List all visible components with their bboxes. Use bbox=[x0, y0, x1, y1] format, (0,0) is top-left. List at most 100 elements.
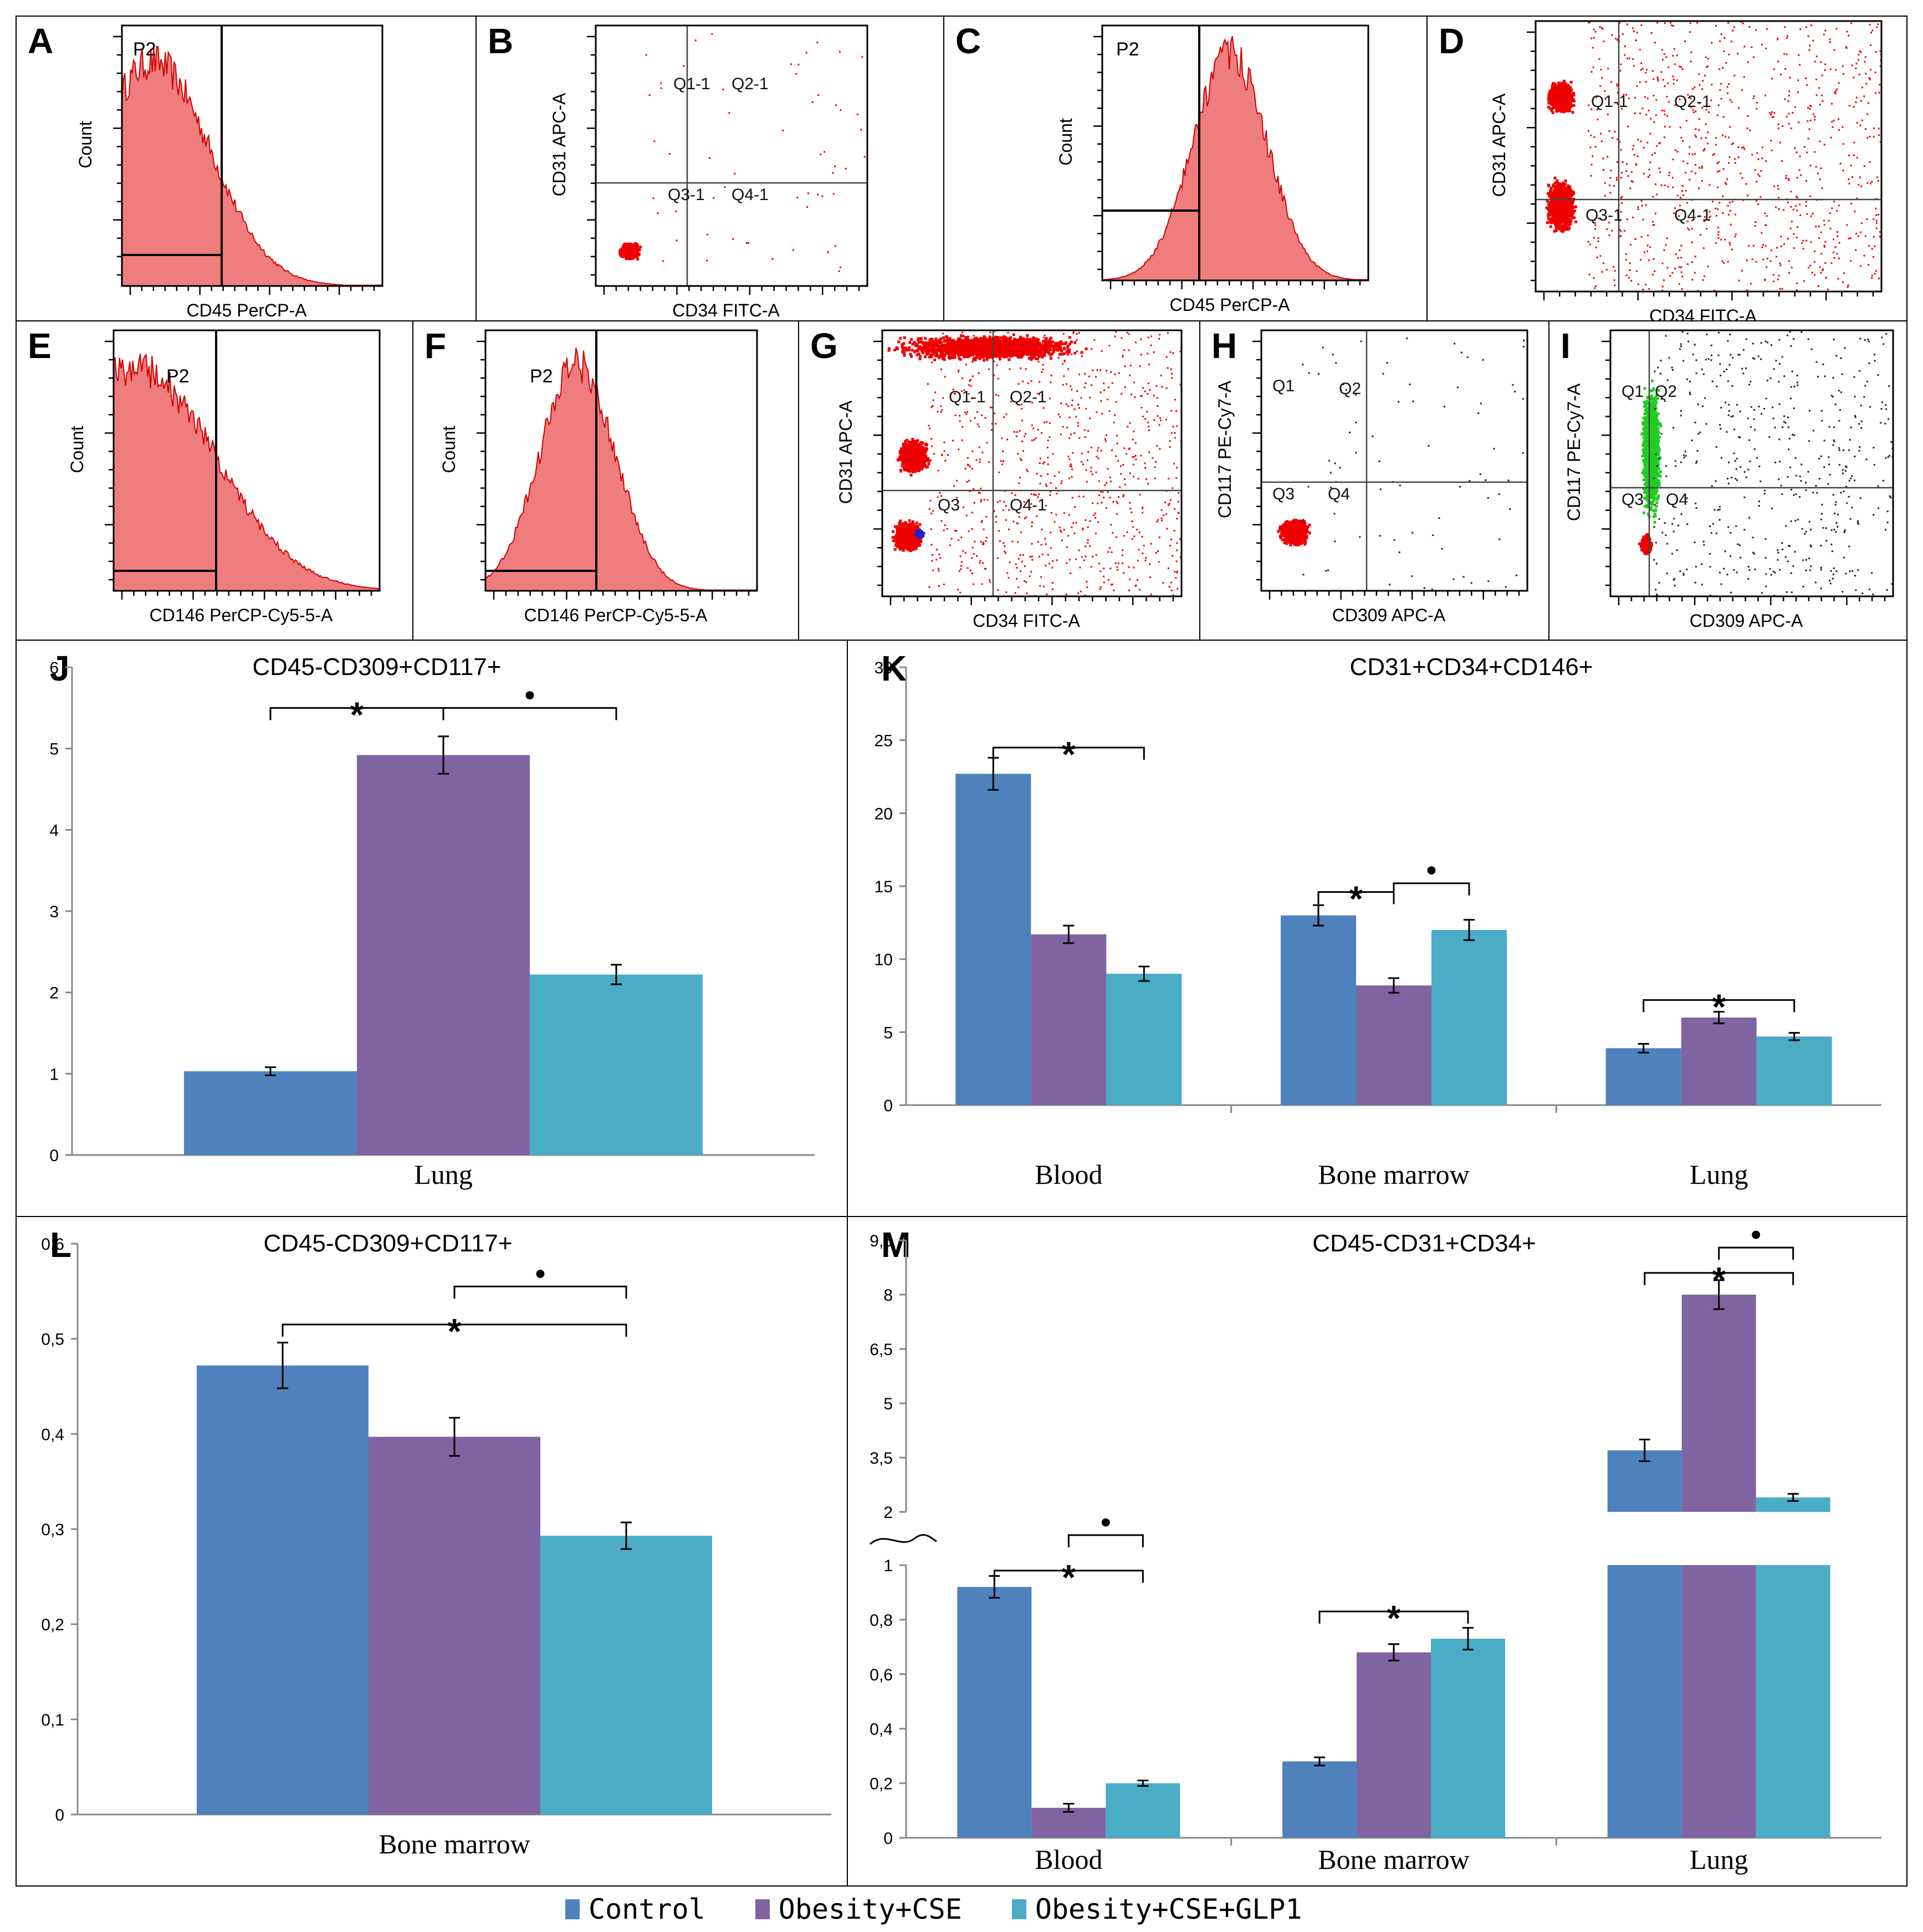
bar-control-lung bbox=[1605, 1048, 1681, 1105]
panel-letter-e: E bbox=[28, 326, 52, 366]
gate-label: P2 bbox=[166, 366, 190, 387]
x-axis-label: CD45 PerCP-A bbox=[187, 300, 308, 320]
histogram-fill bbox=[1102, 35, 1368, 280]
y-tick-label: 0,2 bbox=[41, 1616, 64, 1634]
legend-label-control: Control bbox=[589, 1893, 705, 1925]
quadrant-label: Q3 bbox=[1272, 485, 1295, 503]
category-label: Blood bbox=[1035, 1844, 1102, 1875]
quadrant-label: Q2-1 bbox=[1674, 93, 1711, 111]
legend-label-obesity-cse-glp1: Obesity+CSE+GLP1 bbox=[1035, 1893, 1302, 1925]
quadrant-label: Q3 bbox=[938, 496, 960, 514]
histogram-fill bbox=[122, 45, 382, 286]
legend-item-obesity-cse: Obesity+CSE bbox=[755, 1893, 962, 1925]
quadrant-label: Q4 bbox=[1666, 490, 1688, 509]
gate-label: P2 bbox=[530, 366, 553, 387]
bar-obesity-cse-blood bbox=[1031, 934, 1107, 1105]
flow-plot-e: P2 CD146 PerCP-Cy5-5-A Count bbox=[67, 329, 381, 625]
significance-marker: * bbox=[350, 694, 364, 734]
flow-plot-d: Q1-1 Q2-1 Q3-1 Q4-1 CD34 FITC-A CD31 APC-A bbox=[1489, 20, 1883, 326]
panel-G-svg: Q1-1 Q2-1 Q3 Q4-1 CD34 FITC-A CD31 APC-A G bbox=[810, 326, 1183, 631]
legend-label-obesity-cse: Obesity+CSE bbox=[778, 1893, 962, 1925]
y-tick-label: 15 bbox=[874, 878, 893, 896]
flow-plot-f: P2 CD146 PerCP-Cy5-5-A Count bbox=[439, 329, 758, 625]
bar-obesity-cse-bone-marrow bbox=[1357, 1652, 1431, 1838]
panel-F: P2 CD146 PerCP-Cy5-5-A Count F bbox=[412, 320, 799, 641]
y-tick-label: 0 bbox=[883, 1829, 893, 1848]
y-tick-label: 1 bbox=[49, 1065, 59, 1083]
bar-control-bone-marrow bbox=[1281, 915, 1356, 1105]
x-axis-label: CD309 APC-A bbox=[1690, 611, 1803, 631]
category-label: Bone marrow bbox=[379, 1828, 530, 1859]
y-tick-label: 9,5 bbox=[870, 1232, 893, 1250]
y-tick-label: 0,6 bbox=[41, 1235, 64, 1254]
x-axis-label: CD146 PerCP-Cy5-5-A bbox=[150, 605, 333, 625]
bar-obesity-cse-blood bbox=[1031, 1807, 1106, 1838]
bar-control-blood bbox=[957, 1587, 1032, 1838]
panel-K: K CD31+CD34+CD146+ 0 5 10 15 20 25 30 Blood Bone m… bbox=[847, 640, 1907, 1217]
y-tick-label: 2 bbox=[49, 984, 59, 1003]
panel-letter-l: L bbox=[50, 1225, 71, 1265]
significance-marker: * bbox=[1349, 879, 1363, 919]
x-axis-label: CD45 PerCP-A bbox=[1170, 295, 1291, 315]
panel-C-svg: P2 CD45 PerCP-A Count C bbox=[955, 21, 1369, 315]
quadrant-label: Q3-1 bbox=[1586, 206, 1623, 224]
legend-item-obesity-cse-glp1: Obesity+CSE+GLP1 bbox=[1011, 1893, 1302, 1925]
bar-obesity-cse-glp1-bone-marrow bbox=[540, 1536, 712, 1815]
significance-bracket bbox=[282, 1323, 627, 1337]
panel-letter-b: B bbox=[488, 21, 513, 61]
significance-bracket bbox=[1317, 891, 1395, 904]
significance-bracket bbox=[1393, 882, 1470, 896]
y-axis-label: CD31 APC-A bbox=[549, 93, 569, 196]
x-axis-label: CD34 FITC-A bbox=[672, 300, 780, 320]
panel-letter-g: G bbox=[810, 326, 838, 366]
panel-E-svg: P2 CD146 PerCP-Cy5-5-A Count E bbox=[28, 326, 381, 625]
y-axis-label: CD31 APC-A bbox=[1489, 93, 1509, 197]
panel-D-svg: Q1-1 Q2-1 Q3-1 Q4-1 CD34 FITC-A CD31 APC-A D bbox=[1439, 20, 1883, 326]
significance-marker: • bbox=[1751, 1219, 1761, 1251]
bar-control-blood bbox=[955, 774, 1031, 1105]
quadrant-label: Q1 bbox=[1272, 377, 1295, 395]
y-tick-label: 30 bbox=[874, 659, 893, 677]
panel-I: Q1 Q2 Q3 Q4 CD309 APC-A CD117 PE-Cy7-A I bbox=[1548, 320, 1907, 641]
panel-letter-c: C bbox=[955, 21, 981, 61]
panel-D: Q1-1 Q2-1 Q3-1 Q4-1 CD34 FITC-A CD31 APC-A D bbox=[1426, 16, 1907, 326]
significance-marker: * bbox=[1062, 734, 1076, 774]
y-tick-label: 20 bbox=[874, 805, 893, 823]
y-axis-label: Count bbox=[1056, 118, 1076, 166]
y-tick-label: 0,8 bbox=[870, 1611, 893, 1629]
y-axis-label: Count bbox=[75, 121, 95, 168]
panel-B: Q1-1 Q2-1 Q3-1 Q4-1 CD34 FITC-A CD31 APC-A B bbox=[475, 16, 944, 321]
quadrant-label: Q2 bbox=[1339, 380, 1361, 398]
panel-L: L CD45-CD309+CD117+ 0 0,1 0,2 0,3 0,4 0,5 0,6 Bon… bbox=[16, 1216, 848, 1887]
bar-obesity-cse-glp1-bone-marrow bbox=[1431, 930, 1507, 1105]
category-label: Blood bbox=[1035, 1159, 1102, 1190]
y-tick-label: 0,5 bbox=[41, 1331, 64, 1349]
panel-I-svg: Q1 Q2 Q3 Q4 CD309 APC-A CD117 PE-Cy7-A I bbox=[1561, 326, 1894, 631]
quadrant-label: Q2-1 bbox=[732, 75, 769, 93]
significance-marker: • bbox=[1426, 855, 1436, 887]
x-axis-label: CD309 APC-A bbox=[1332, 605, 1446, 625]
category-label: Lung bbox=[1690, 1159, 1748, 1190]
bar-control-lung bbox=[184, 1071, 357, 1155]
y-tick-label: 2 bbox=[883, 1504, 893, 1522]
y-tick-label: 6 bbox=[49, 659, 59, 677]
panel-C: P2 CD45 PerCP-A Count C bbox=[943, 16, 1428, 321]
chart-title: CD31+CD34+CD146+ bbox=[1349, 653, 1593, 681]
plot-frame bbox=[1609, 329, 1894, 597]
y-tick-label: 0,4 bbox=[870, 1720, 893, 1739]
flow-plot-c: P2 CD45 PerCP-A Count bbox=[1056, 24, 1369, 315]
x-axis-label: CD34 FITC-A bbox=[973, 611, 1080, 631]
significance-bracket bbox=[453, 1285, 627, 1299]
legend-swatch-obesity-cse bbox=[755, 1899, 770, 1919]
bar-obesity-cse-bone-marrow bbox=[369, 1437, 540, 1815]
significance-bracket bbox=[993, 1570, 1144, 1583]
x-axis-label: CD146 PerCP-Cy5-5-A bbox=[524, 605, 708, 625]
gate-label: P2 bbox=[133, 39, 156, 60]
y-tick-label: 5 bbox=[49, 740, 59, 759]
quadrant-label: Q1 bbox=[1622, 382, 1644, 401]
chart-J-svg: J CD45-CD309+CD117+ 0 1 2 3 4 5 6 Lung * • bbox=[49, 648, 815, 1190]
significance-bracket bbox=[1067, 1534, 1144, 1547]
panel-letter-d: D bbox=[1439, 21, 1464, 61]
chart-L-svg: L CD45-CD309+CD117+ 0 0,1 0,2 0,3 0,4 0,5 0,6 Bon… bbox=[41, 1225, 831, 1859]
histogram-fill bbox=[114, 353, 380, 591]
